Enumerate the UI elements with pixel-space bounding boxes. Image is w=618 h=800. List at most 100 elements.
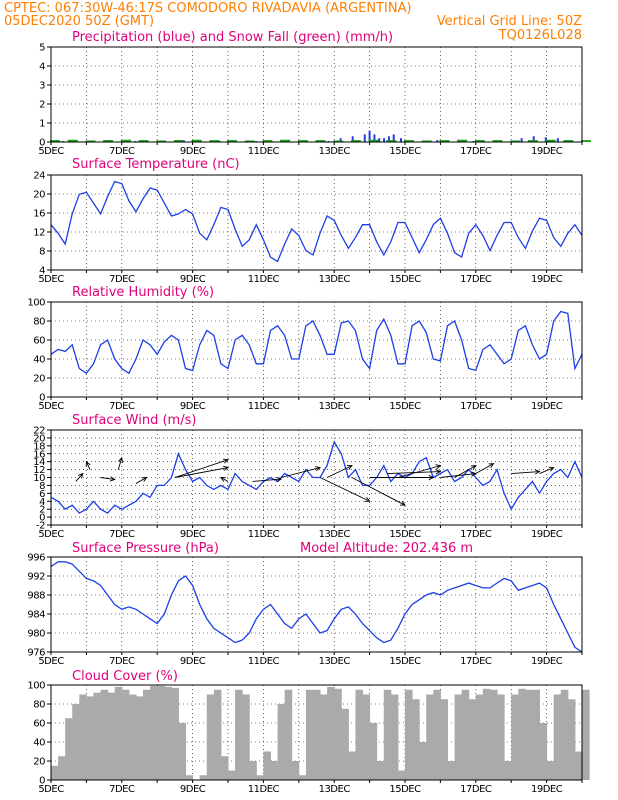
snowfall-bar — [156, 140, 167, 142]
wind-vector-head — [534, 469, 541, 475]
y-tick-label: 100 — [27, 681, 45, 692]
cloud-bar — [185, 775, 194, 780]
x-tick-label: 15DEC — [389, 529, 421, 540]
snowfall-bar — [350, 140, 361, 142]
snowfall-bar — [173, 140, 184, 142]
cloud-bar — [305, 689, 314, 780]
x-tick-label: 7DEC — [109, 529, 135, 540]
cloud-bar — [546, 761, 555, 780]
model-code: TQ0126L028 — [498, 28, 582, 43]
cloud-bar — [242, 694, 250, 780]
cloud-bar — [284, 689, 293, 780]
cloud-bar — [256, 775, 264, 780]
cloud-bar — [114, 686, 123, 780]
cloud-bar — [482, 688, 491, 780]
humidity-title: Relative Humidity (%) — [72, 285, 214, 300]
cloud-bar — [440, 699, 448, 780]
temp-frame — [50, 174, 583, 271]
cloud-bar — [532, 689, 541, 780]
x-tick-label: 17DEC — [460, 656, 492, 667]
snowfall-bar — [545, 139, 556, 142]
cloud-bar — [574, 751, 583, 780]
snowfall-bar — [333, 140, 344, 142]
y-tick-label: 0 — [39, 138, 45, 149]
x-tick-label: 15DEC — [389, 146, 421, 157]
cloud-bar — [553, 694, 562, 780]
x-tick-label: 5DEC — [38, 401, 64, 412]
wind-vector — [174, 467, 229, 478]
cloud-bar — [86, 696, 94, 780]
x-tick-label: 15DEC — [389, 784, 421, 795]
cloud-bar — [249, 761, 257, 780]
y-tick-label: 12 — [33, 228, 45, 239]
cloud-bar — [334, 688, 342, 780]
wind-series-line — [50, 440, 583, 514]
precip-bar — [520, 138, 523, 142]
x-tick-label: 7DEC — [109, 784, 135, 795]
y-tick-label: 40 — [33, 738, 45, 749]
wind-vector-head — [141, 476, 148, 482]
x-tick-label: 7DEC — [109, 656, 135, 667]
y-tick-label: 1 — [39, 119, 45, 130]
y-tick-label: 12 — [33, 465, 45, 476]
y-tick-label: 20 — [33, 757, 45, 768]
cloud-bar — [376, 761, 385, 780]
cloud-bar — [150, 685, 158, 780]
cloud-bar — [355, 689, 364, 780]
precip-bar — [392, 134, 395, 142]
y-tick-label: 984 — [27, 610, 45, 621]
cloud-bar — [447, 761, 456, 780]
cloud-bar — [235, 689, 243, 780]
cloud-frame — [50, 684, 583, 781]
x-tick-label: 17DEC — [460, 146, 492, 157]
cloud-bar — [567, 699, 576, 780]
y-tick-label: 60 — [33, 719, 45, 730]
x-tick-label: 9DEC — [180, 274, 206, 285]
snowfall-bar — [563, 140, 574, 142]
x-tick-label: 19DEC — [531, 784, 563, 795]
cloud-bar — [121, 689, 130, 780]
x-tick-label: 19DEC — [531, 401, 563, 412]
precip-bar — [436, 140, 439, 142]
precip-bar — [387, 136, 390, 142]
cloud-bar — [362, 694, 371, 780]
wind-vector — [387, 471, 441, 474]
cloud-bar — [312, 689, 321, 780]
precip-bar — [378, 138, 381, 142]
pressure-title: Surface Pressure (hPa) — [72, 541, 219, 556]
x-tick-label: 11DEC — [248, 784, 280, 795]
x-tick-label: 17DEC — [460, 401, 492, 412]
cloud-bar — [525, 689, 533, 780]
y-tick-label: 10 — [33, 473, 45, 484]
y-tick-label: 80 — [33, 700, 45, 711]
y-tick-label: 22 — [33, 426, 45, 437]
snowfall-bar — [191, 139, 202, 142]
snowfall-bar — [50, 140, 60, 142]
cloud-bar — [178, 723, 187, 780]
wind-vector-head — [346, 465, 353, 470]
x-tick-label: 11DEC — [248, 401, 280, 412]
wind-vector — [220, 477, 229, 482]
wind-vector-head — [85, 460, 91, 467]
cloud-bar — [51, 765, 59, 780]
y-tick-label: 976 — [27, 648, 45, 659]
cloud-bar — [327, 686, 335, 780]
cloud-bar — [65, 718, 73, 780]
snowfall-bar — [262, 140, 273, 142]
precip-panel: 0 1 2 3 4 5 5DEC 7DEC 9DEC 11DEC 13DEC 15DEC 17DEC 19… — [38, 43, 591, 157]
snowfall-bar — [368, 139, 379, 142]
wind-vector-head — [109, 476, 116, 482]
temp-series-line — [50, 180, 583, 263]
cloud-bar — [277, 704, 286, 780]
x-tick-label: 19DEC — [531, 146, 563, 157]
y-tick-label: 8 — [39, 481, 45, 492]
humidity-series-line — [50, 310, 583, 375]
y-tick-label: 988 — [27, 591, 45, 602]
run-label: 05DEC2020 50Z (GMT) — [4, 14, 154, 29]
precip-bar — [383, 138, 386, 142]
pressure-frame — [50, 556, 583, 653]
snowfall-bar — [581, 140, 591, 142]
y-tick-label: 0 — [39, 513, 45, 524]
